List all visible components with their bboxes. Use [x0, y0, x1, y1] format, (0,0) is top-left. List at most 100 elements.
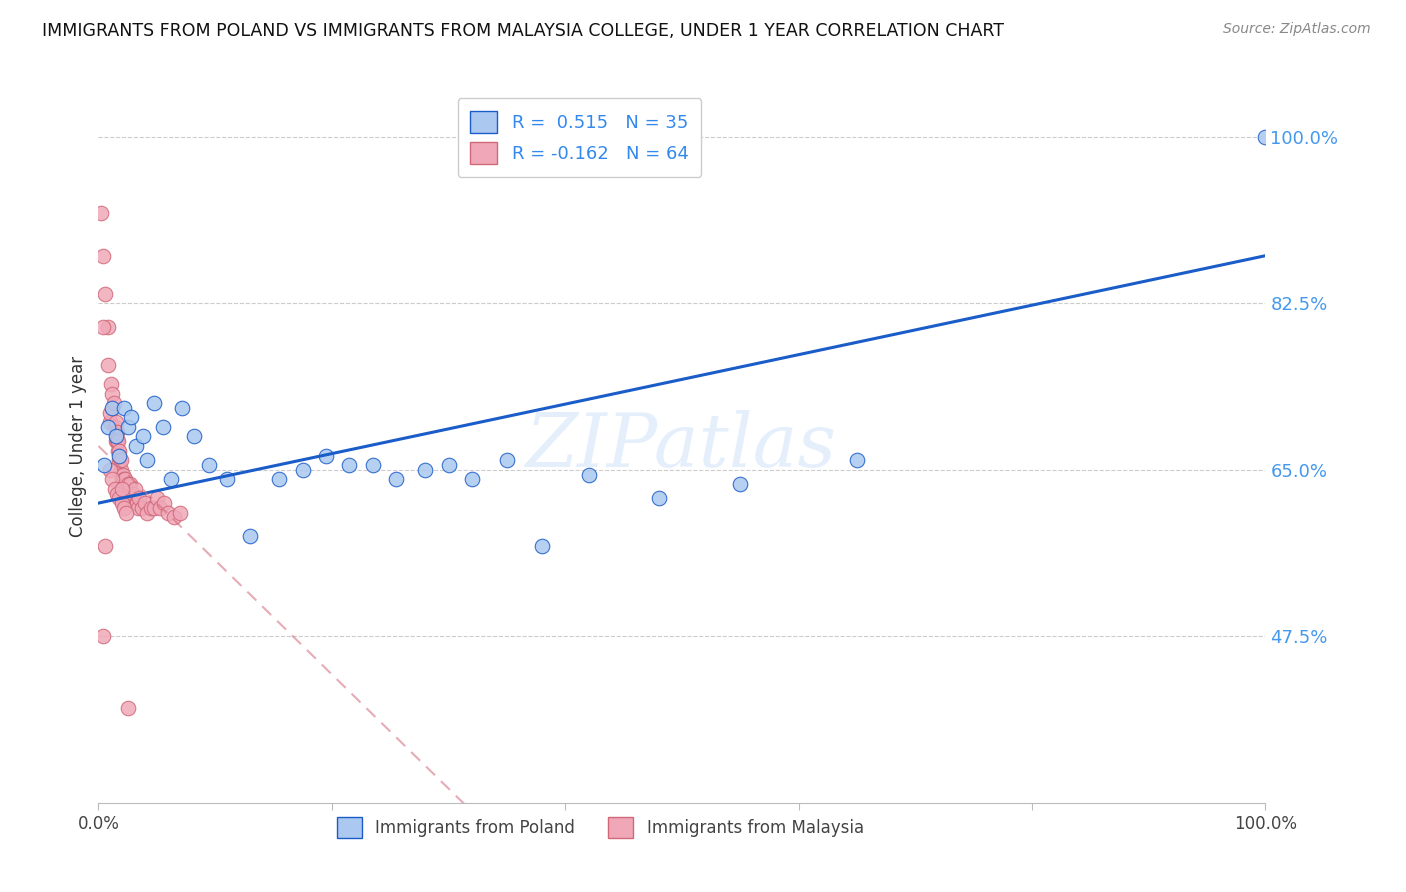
- Point: [125, 496, 148, 510]
- Point: [100, 377, 122, 392]
- Point: [108, 443, 131, 458]
- Point: [111, 467, 134, 482]
- Point: [115, 482, 138, 496]
- Point: [110, 453, 132, 467]
- Point: [101, 401, 124, 415]
- Point: [111, 467, 134, 482]
- Point: [128, 491, 150, 506]
- Point: [104, 420, 127, 434]
- Point: [94, 286, 117, 301]
- Text: ZIPatlas: ZIPatlas: [526, 409, 838, 483]
- Point: [461, 472, 484, 486]
- Point: [136, 506, 159, 520]
- Point: [127, 500, 149, 515]
- Point: [122, 486, 145, 500]
- Point: [94, 539, 117, 553]
- Point: [198, 458, 221, 472]
- Point: [107, 443, 129, 458]
- Point: [97, 358, 120, 372]
- Point: [117, 700, 139, 714]
- Point: [97, 320, 120, 334]
- Y-axis label: College, Under 1 year: College, Under 1 year: [69, 355, 87, 537]
- Point: [118, 477, 141, 491]
- Point: [183, 429, 205, 443]
- Point: [118, 486, 141, 500]
- Point: [131, 500, 153, 515]
- Point: [117, 420, 139, 434]
- Point: [108, 449, 131, 463]
- Point: [413, 463, 436, 477]
- Point: [101, 472, 124, 486]
- Point: [112, 500, 135, 515]
- Point: [98, 406, 121, 420]
- Point: [152, 496, 174, 510]
- Point: [124, 482, 146, 496]
- Point: [172, 401, 194, 415]
- Point: [101, 386, 124, 401]
- Point: [111, 496, 134, 510]
- Point: [578, 467, 600, 482]
- Point: [105, 486, 128, 500]
- Point: [112, 477, 135, 491]
- Point: [152, 420, 174, 434]
- Point: [93, 458, 115, 472]
- Point: [385, 472, 408, 486]
- Point: [97, 420, 120, 434]
- Point: [111, 472, 134, 486]
- Point: [120, 410, 142, 425]
- Point: [121, 491, 143, 506]
- Point: [530, 539, 553, 553]
- Point: [117, 477, 139, 491]
- Point: [104, 429, 127, 443]
- Point: [215, 472, 238, 486]
- Point: [114, 472, 136, 486]
- Point: [291, 463, 314, 477]
- Point: [496, 453, 519, 467]
- Point: [112, 472, 135, 486]
- Point: [110, 463, 132, 477]
- Point: [105, 434, 128, 449]
- Point: [120, 491, 142, 506]
- Point: [105, 425, 128, 439]
- Legend: Immigrants from Poland, Immigrants from Malaysia: Immigrants from Poland, Immigrants from …: [330, 811, 870, 845]
- Point: [125, 496, 148, 510]
- Point: [107, 434, 129, 449]
- Point: [149, 500, 172, 515]
- Point: [159, 472, 181, 486]
- Point: [157, 506, 180, 520]
- Point: [103, 396, 125, 410]
- Point: [437, 458, 460, 472]
- Point: [111, 482, 134, 496]
- Point: [104, 415, 127, 429]
- Point: [269, 472, 291, 486]
- Point: [163, 510, 186, 524]
- Point: [136, 453, 159, 467]
- Point: [98, 463, 121, 477]
- Point: [108, 453, 131, 467]
- Point: [132, 429, 155, 443]
- Point: [112, 401, 135, 415]
- Point: [104, 434, 127, 449]
- Point: [169, 506, 191, 520]
- Point: [111, 472, 134, 486]
- Point: [125, 439, 148, 453]
- Point: [1254, 129, 1277, 144]
- Point: [91, 249, 114, 263]
- Point: [143, 500, 166, 515]
- Point: [90, 206, 112, 220]
- Point: [337, 458, 360, 472]
- Text: Source: ZipAtlas.com: Source: ZipAtlas.com: [1223, 22, 1371, 37]
- Text: IMMIGRANTS FROM POLAND VS IMMIGRANTS FROM MALAYSIA COLLEGE, UNDER 1 YEAR CORRELA: IMMIGRANTS FROM POLAND VS IMMIGRANTS FRO…: [42, 22, 1004, 40]
- Point: [846, 453, 869, 467]
- Point: [730, 477, 752, 491]
- Point: [115, 506, 138, 520]
- Point: [104, 482, 127, 496]
- Point: [239, 529, 262, 543]
- Point: [315, 449, 337, 463]
- Point: [647, 491, 669, 506]
- Point: [361, 458, 384, 472]
- Point: [134, 496, 156, 510]
- Point: [143, 396, 166, 410]
- Point: [98, 415, 121, 429]
- Point: [91, 629, 114, 643]
